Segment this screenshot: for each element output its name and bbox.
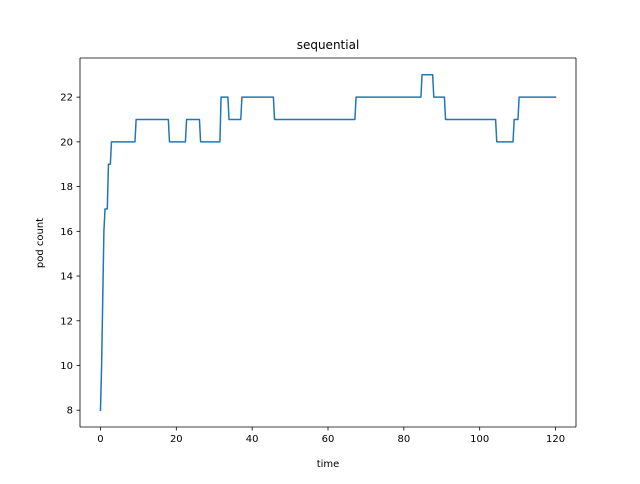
x-tick-label: 40 bbox=[246, 434, 259, 445]
x-tick-label: 20 bbox=[170, 434, 183, 445]
y-tick-label: 20 bbox=[60, 137, 73, 148]
y-tick-label: 16 bbox=[60, 227, 73, 238]
x-tick-label: 80 bbox=[397, 434, 410, 445]
y-axis-label: pod count bbox=[35, 218, 46, 268]
y-tick-label: 14 bbox=[60, 272, 73, 283]
x-axis-label: time bbox=[317, 459, 340, 470]
x-tick-label: 120 bbox=[546, 434, 565, 445]
plot-area: 0 20 40 60 80 100 120 8 10 12 14 16 18 20 22 bbox=[60, 57, 577, 445]
chart-title: sequential bbox=[297, 38, 360, 52]
y-tick-label: 10 bbox=[60, 361, 73, 372]
x-tick-label: 0 bbox=[97, 434, 103, 445]
y-tick-label: 22 bbox=[60, 93, 73, 104]
y-tick-label: 8 bbox=[67, 406, 73, 417]
x-tick-label: 100 bbox=[470, 434, 489, 445]
series-line-0 bbox=[99, 74, 557, 411]
y-tick-label: 12 bbox=[60, 316, 73, 327]
y-tick-label: 18 bbox=[60, 182, 73, 193]
x-tick-label: 60 bbox=[322, 434, 335, 445]
